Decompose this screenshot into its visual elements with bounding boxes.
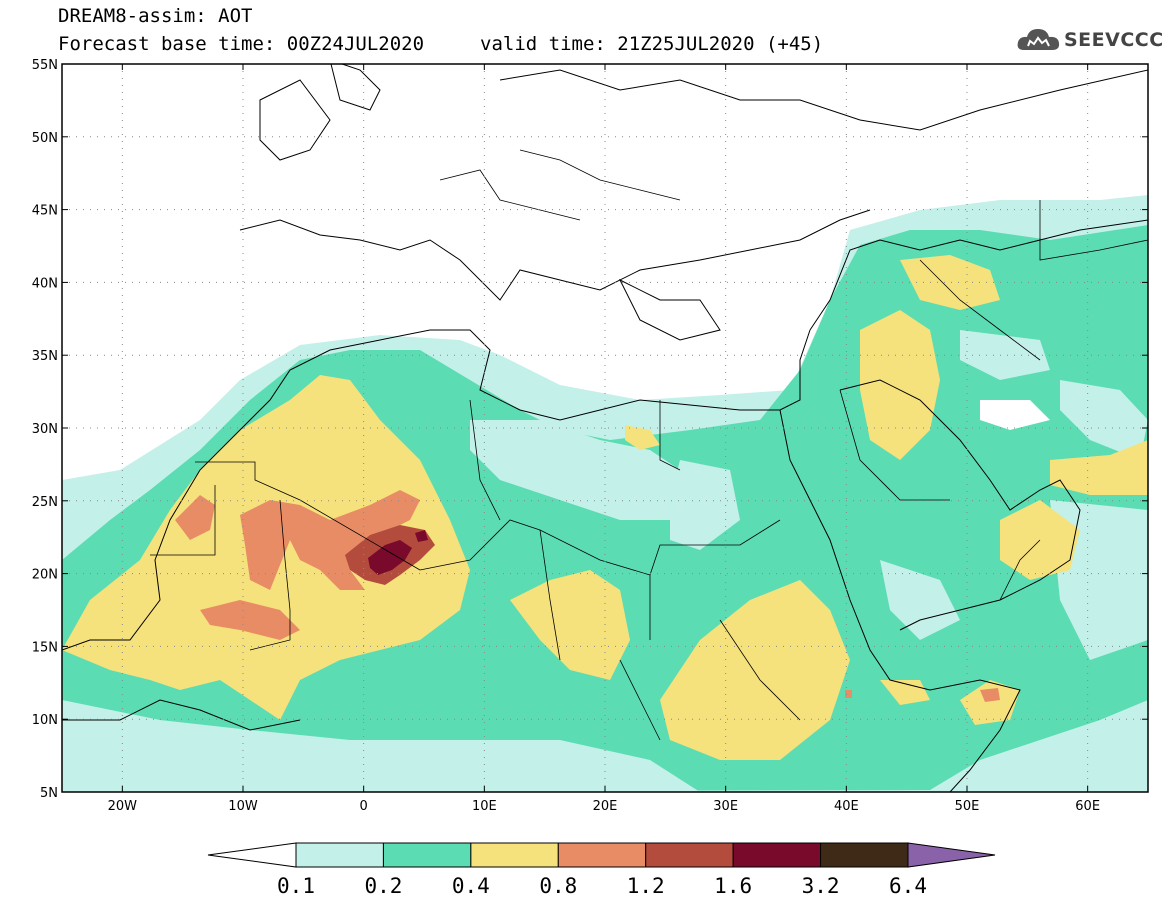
aot-band-0.8 xyxy=(175,495,215,540)
colorbar-label: 0.2 xyxy=(364,874,402,898)
axis-ticks: 20W 10W 0 10E 20E 30E 40E 50E 60E 55N 50N 45N 40N 35N… xyxy=(32,58,1148,814)
colorbar-swatch xyxy=(557,842,647,868)
lat-tick-label: 5N xyxy=(40,786,58,801)
lon-tick-label: 20W xyxy=(108,799,138,814)
lon-tick-label: 10W xyxy=(228,799,258,814)
aot-contours xyxy=(62,195,1148,792)
coastlines xyxy=(62,64,1148,792)
lat-tick-label: 10N xyxy=(32,713,58,728)
country-borders xyxy=(150,149,1148,741)
colorbar-label: 0.1 xyxy=(277,874,315,898)
lat-tick-label: 35N xyxy=(32,349,58,364)
colorbar-label: 0.4 xyxy=(452,874,490,898)
colorbar-swatch xyxy=(470,842,559,868)
colorbar-swatch xyxy=(645,842,734,868)
lon-tick-label: 0 xyxy=(360,799,368,814)
lon-tick-label: 20E xyxy=(593,799,618,814)
lat-tick-label: 25N xyxy=(32,495,58,510)
lon-tick-label: 50E xyxy=(955,799,980,814)
forecast-base-time: Forecast base time: 00Z24JUL2020 xyxy=(58,33,425,55)
map-title: DREAM8-assim: AOT xyxy=(58,5,253,27)
colorbar-high-arrow xyxy=(907,842,996,868)
lat-tick-label: 50N xyxy=(32,131,58,146)
colorbar-low-arrow xyxy=(207,842,297,868)
graticule xyxy=(62,64,1148,792)
colorbar-swatch xyxy=(732,842,822,868)
logo-text: SEEVCCC xyxy=(1064,29,1164,51)
colorbar-swatch xyxy=(295,842,384,868)
aot-band-1.6 xyxy=(368,540,412,575)
cloud-icon xyxy=(1017,29,1060,50)
valid-time: valid time: 21Z25JUL2020 (+45) xyxy=(480,33,824,55)
lon-tick-label: 10E xyxy=(472,799,497,814)
colorbar-swatch xyxy=(382,842,472,868)
colorbar-label: 0.8 xyxy=(539,874,577,898)
lat-tick-label: 40N xyxy=(32,276,58,291)
colorbar-label: 1.6 xyxy=(714,874,752,898)
colorbar-label: 3.2 xyxy=(802,874,840,898)
colorbar-label: 6.4 xyxy=(889,874,927,898)
colorbar-label: 1.2 xyxy=(627,874,665,898)
lat-tick-label: 20N xyxy=(32,568,58,583)
lat-tick-label: 45N xyxy=(32,204,58,219)
lon-tick-label: 40E xyxy=(834,799,859,814)
seevccc-logo: SEEVCCC xyxy=(1016,26,1163,54)
colorbar-swatch xyxy=(820,842,909,868)
lon-tick-label: 60E xyxy=(1075,799,1100,814)
lat-tick-label: 30N xyxy=(32,422,58,437)
lat-tick-label: 15N xyxy=(32,640,58,655)
lon-tick-label: 30E xyxy=(713,799,738,814)
colorbar: 0.1 0.2 0.4 0.8 1.2 1.6 3.2 6.4 xyxy=(207,842,996,898)
lat-tick-label: 55N xyxy=(32,58,58,73)
